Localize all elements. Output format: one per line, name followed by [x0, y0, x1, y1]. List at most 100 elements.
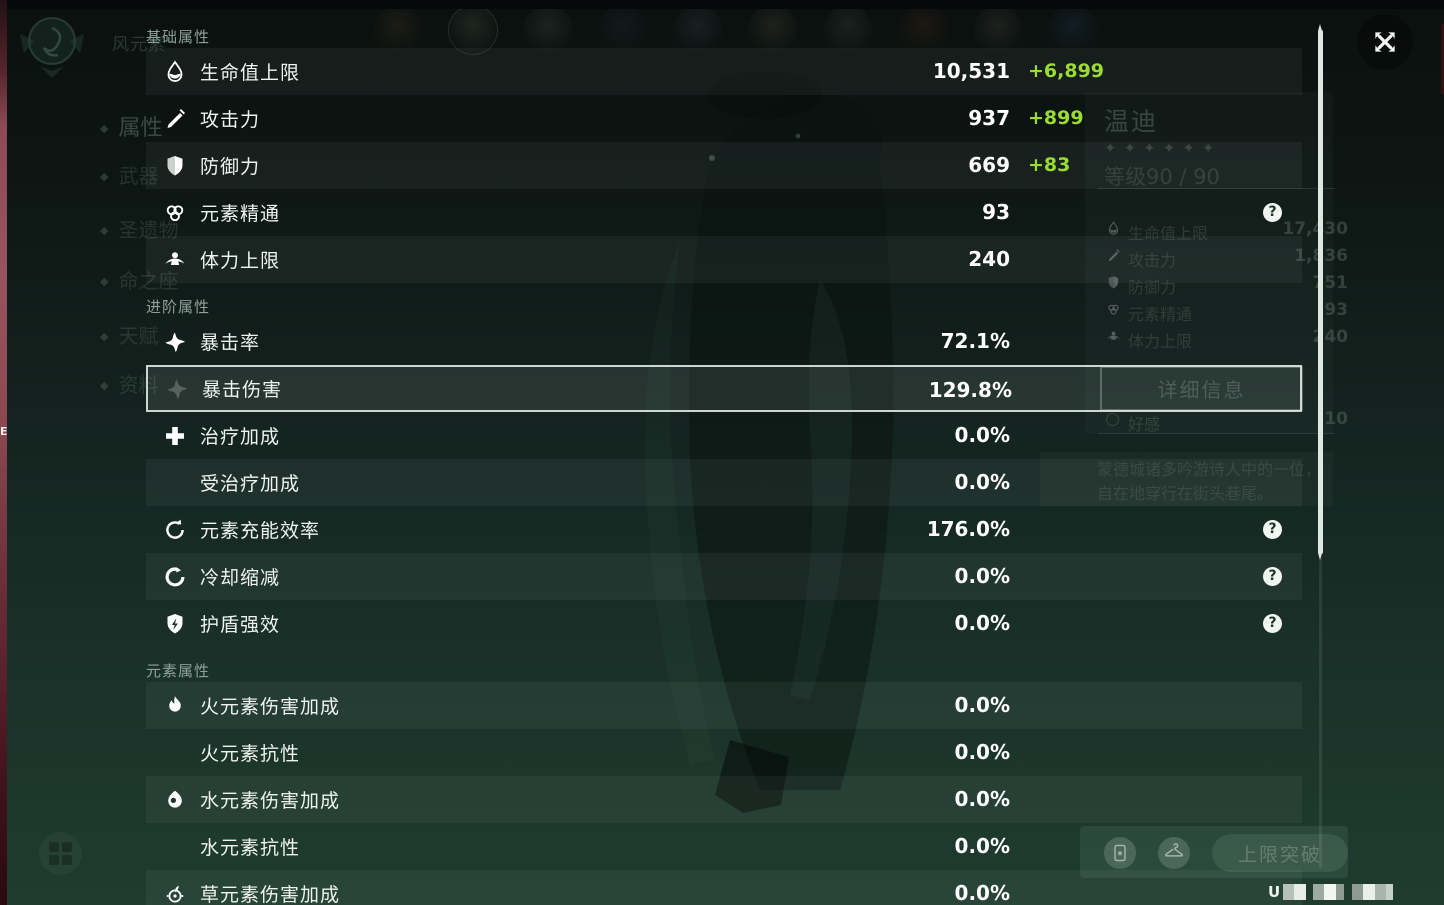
attribute-label: 治疗加成	[200, 426, 281, 448]
attribute-value: 0.0%	[954, 787, 1010, 811]
background-stat-label: 攻击力	[1128, 251, 1177, 270]
attribute-value: 10,531	[932, 59, 1010, 83]
attribute-row[interactable]: 冷却缩减 0.0%?	[146, 553, 1302, 600]
help-icon[interactable]: ?	[1263, 203, 1282, 222]
limit-break-button[interactable]: 上限突破	[1212, 834, 1348, 872]
close-icon	[1375, 32, 1395, 52]
party-avatar[interactable]	[1048, 5, 1098, 55]
attribute-row[interactable]: 治疗加成 0.0%	[146, 412, 1302, 459]
uid-text-fragment: U	[1268, 883, 1281, 901]
element-label: 风元素	[112, 35, 166, 55]
menu-grid-button[interactable]	[39, 832, 82, 875]
attribute-value: 0.0%	[954, 470, 1010, 494]
attribute-bonus: +899	[1028, 107, 1084, 129]
background-stat-row: 元素精通 93	[1106, 297, 1348, 324]
attribute-row[interactable]: 元素精通 93?	[146, 189, 1302, 236]
venti-silhouette	[644, 71, 894, 813]
diamond-bullet-icon: ◆	[100, 379, 109, 392]
attribute-value: 0.0%	[954, 740, 1010, 764]
section-header: 进阶属性	[146, 298, 211, 316]
attribute-row[interactable]: 元素充能效率 176.0%?	[146, 506, 1302, 553]
rarity-stars: ✦✦✦✦✦✦	[1104, 139, 1221, 157]
left-screen-edge	[0, 0, 7, 905]
em-icon	[1106, 302, 1121, 317]
background-stat-label: 生命值上限	[1128, 224, 1209, 243]
attribute-label: 草元素伤害加成	[200, 884, 341, 905]
pyro-icon	[163, 694, 187, 718]
attribute-row[interactable]: 防御力 669 +83	[146, 142, 1302, 189]
party-avatar[interactable]	[373, 5, 423, 55]
attribute-row[interactable]: 生命值上限 10,531 +6,899	[146, 48, 1302, 95]
attribute-bonus: +83	[1028, 154, 1071, 176]
attribute-row[interactable]: 火元素伤害加成 0.0%	[146, 682, 1302, 729]
help-icon[interactable]: ?	[1263, 567, 1282, 586]
attribute-value: 0.0%	[954, 423, 1010, 447]
attribute-row[interactable]: 火元素抗性 0.0%	[146, 729, 1302, 776]
attribute-row[interactable]: 体力上限 240	[146, 236, 1302, 283]
scrollbar-thumb[interactable]	[1318, 30, 1323, 554]
attribute-row[interactable]: 草元素伤害加成 0.0%	[146, 870, 1302, 905]
diamond-bullet-icon: ◆	[100, 330, 109, 343]
hydro-icon	[163, 788, 187, 812]
hp-icon	[1106, 221, 1121, 236]
party-avatar[interactable]	[898, 5, 948, 55]
top-black-bar	[0, 0, 1444, 9]
diamond-bullet-icon: ◆	[100, 224, 109, 237]
background-stat-label: 体力上限	[1128, 332, 1193, 351]
star-icon: ✦	[1182, 139, 1202, 157]
sidebar-item-label: 圣遗物	[118, 218, 179, 242]
party-avatar[interactable]	[823, 5, 873, 55]
party-avatar[interactable]	[673, 5, 723, 55]
anemo-crest-icon	[20, 17, 84, 78]
sidebar-item-3[interactable]: ◆ 圣遗物	[100, 214, 178, 243]
attribute-label: 元素精通	[200, 203, 281, 225]
attribute-label: 水元素抗性	[200, 837, 301, 859]
background-stat-value: 93	[1324, 300, 1348, 320]
sidebar-item-4[interactable]: ◆ 命之座	[100, 265, 178, 294]
attribute-row[interactable]: 护盾强效 0.0%?	[146, 600, 1302, 647]
cooldown-icon	[163, 565, 187, 589]
party-avatar[interactable]	[523, 5, 573, 55]
divider	[1098, 433, 1335, 434]
background-stat-label: 元素精通	[1128, 305, 1193, 324]
attribute-label: 受治疗加成	[200, 473, 301, 495]
sidebar-item-1[interactable]: ◆ 属性	[100, 110, 162, 142]
party-avatar[interactable]	[598, 5, 648, 55]
star-icon: ✦	[1123, 139, 1144, 157]
attribute-value: 240	[968, 247, 1010, 271]
diamond-bullet-icon: ◆	[100, 170, 109, 183]
crit-rate-icon	[163, 330, 187, 354]
attribute-row[interactable]: 攻击力 937 +899	[146, 95, 1302, 142]
character-description-line: 自在地穿行在街头巷尾。	[1097, 484, 1274, 503]
character-card-button[interactable]	[1104, 837, 1136, 869]
attribute-row[interactable]: 水元素伤害加成 0.0%	[146, 776, 1302, 823]
attribute-row[interactable]: 水元素抗性 0.0%	[146, 823, 1302, 870]
friendship-value: 10	[1324, 409, 1348, 429]
background-stat-label: 防御力	[1128, 278, 1177, 297]
scrollbar-thumb-top-tip	[1318, 24, 1322, 31]
party-avatar[interactable]	[748, 5, 798, 55]
help-icon[interactable]: ?	[1263, 520, 1282, 539]
section-header: 基础属性	[146, 28, 211, 46]
party-avatar[interactable]	[448, 5, 498, 55]
close-button[interactable]	[1357, 14, 1413, 70]
attribute-label: 生命值上限	[200, 62, 301, 84]
sidebar-item-2[interactable]: ◆ 武器	[100, 160, 158, 189]
attribute-value: 176.0%	[926, 517, 1010, 541]
attribute-value: 0.0%	[954, 693, 1010, 717]
dressing-room-button[interactable]	[1158, 837, 1190, 869]
sidebar-item-6[interactable]: ◆ 资料	[100, 369, 158, 398]
help-icon[interactable]: ?	[1263, 614, 1282, 633]
sidebar-item-5[interactable]: ◆ 天赋	[100, 320, 158, 349]
diamond-bullet-icon: ◆	[100, 275, 109, 288]
shield-strength-icon	[163, 612, 187, 636]
party-avatar[interactable]	[973, 5, 1023, 55]
right-screen-edge	[1441, 24, 1444, 94]
attribute-label: 防御力	[200, 156, 261, 178]
star-icon: ✦	[1104, 139, 1124, 157]
attribute-row[interactable]: 暴击伤害 129.8%	[146, 365, 1302, 412]
attribute-row[interactable]: 暴击率 72.1%	[146, 318, 1302, 365]
attribute-label: 水元素伤害加成	[200, 790, 341, 812]
attribute-row[interactable]: 受治疗加成 0.0%	[146, 459, 1302, 506]
